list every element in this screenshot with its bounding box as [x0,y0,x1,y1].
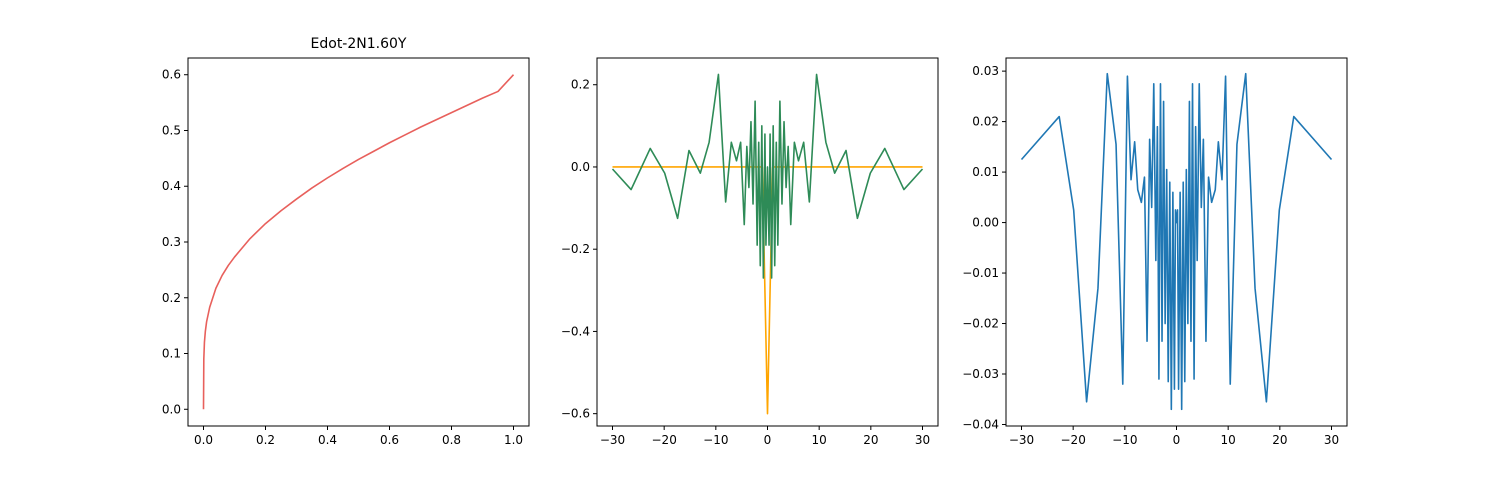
panel-2-series-1-line [612,166,923,415]
panel-3-y-tick-label: −0.04 [962,417,999,431]
panel-2-y-tick-label: 0.2 [571,78,590,92]
panel-3-frame [1005,57,1348,427]
panel-1-y-tick-label: 0.0 [162,402,181,416]
panel-3-y-tick-label: −0.02 [962,317,999,331]
panel-2-x-tick-label: −10 [703,433,728,447]
panel-1-x-tick-label: 0.6 [380,433,399,447]
panel-1-y-tick-label: 0.2 [162,291,181,305]
panel-1-title: Edot-2N1.60Y [311,36,407,52]
panel-2-x-tick-label: −30 [600,433,625,447]
panel-1-plot-area [202,74,515,410]
panel-2-x-tick-label: 0 [764,433,772,447]
panel-1-y-tick-label: 0.3 [162,235,181,249]
panel-3-x-tick-label: −20 [1061,433,1086,447]
panel-3-x-tick-label: 0 [1173,433,1181,447]
panel-3-y-tick-label: 0.01 [972,165,999,179]
panel-1-series-1-line [202,74,515,410]
panel-1-x-tick-label: 0.8 [442,433,461,447]
panel-2-y-tick-label: −0.2 [561,242,590,256]
panel-3-plot-area [1020,72,1333,411]
panel-2-y-tick-label: 0.0 [571,160,590,174]
panel-1-y-tick-label: 0.1 [162,347,181,361]
panel-3-y-tick-label: −0.01 [962,266,999,280]
panel-2: −30 −20 −10 0 10 20 30 −0.6 −0.4 −0.2 0.0 0.2 [561,57,939,447]
panel-1-x-tick-label: 1.0 [504,433,523,447]
panel-1-x-tick-label: 0.0 [194,433,213,447]
panel-3: −30 −20 −10 0 10 20 30 −0.04 −0.03 −0.02 −0.01 0.00… [962,57,1348,447]
panel-2-x-tick-label: 20 [863,433,878,447]
panel-3-y-tick-label: 0.02 [972,115,999,129]
panel-2-x-tick-label: −20 [652,433,677,447]
panel-3-series-1-line [1020,72,1333,411]
panel-2-plot-area [611,73,924,415]
panel-2-y-tick-label: −0.4 [561,324,590,338]
panel-1-ticks: 0.0 0.2 0.4 0.6 0.8 1.0 0.0 0.1 0.2 0.3 0.4 0.5 0.6 [162,68,523,447]
panel-2-frame [596,57,939,427]
panel-3-ticks: −30 −20 −10 0 10 20 30 −0.04 −0.03 −0.02 −0.01 0.00… [962,64,1339,447]
panel-2-x-tick-label: 30 [915,433,930,447]
panel-3-x-tick-label: 10 [1221,433,1236,447]
panel-1: Edot-2N1.60Y 0.0 0.2 0.4 0.6 0.8 1.0 0.0 0.1 0.2… [162,36,530,447]
panel-3-y-tick-label: −0.03 [962,367,999,381]
panel-3-y-tick-label: 0.00 [972,216,999,230]
panel-2-x-tick-label: 10 [812,433,827,447]
panel-3-y-tick-label: 0.03 [972,64,999,78]
panel-1-y-tick-label: 0.5 [162,123,181,137]
panel-3-x-tick-label: 20 [1272,433,1287,447]
panel-1-y-tick-label: 0.4 [162,179,181,193]
panel-1-x-tick-label: 0.4 [318,433,337,447]
panel-2-ticks: −30 −20 −10 0 10 20 30 −0.6 −0.4 −0.2 0.0 0.2 [561,78,930,447]
panel-1-frame [187,57,530,427]
panel-3-x-tick-label: −10 [1112,433,1137,447]
panel-1-y-tick-label: 0.6 [162,68,181,82]
panel-3-x-tick-label: −30 [1009,433,1034,447]
panel-2-series-2-line [611,73,924,279]
panel-3-x-tick-label: 30 [1324,433,1339,447]
panel-2-y-tick-label: −0.6 [561,407,590,421]
panel-1-x-tick-label: 0.2 [256,433,275,447]
